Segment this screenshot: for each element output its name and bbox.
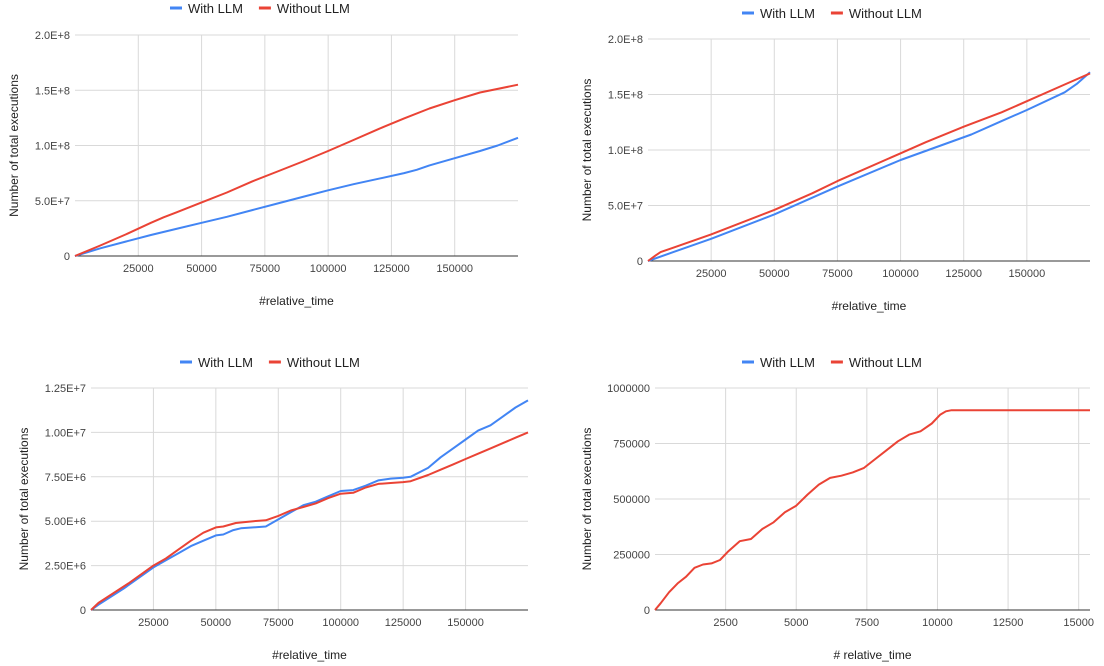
y-tick-label: 750000 [613, 439, 650, 451]
y-tick-label: 500000 [613, 494, 650, 506]
series-line-without-llm [74, 83, 519, 257]
y-tick-label: 5.00E+6 [45, 516, 86, 528]
y-tick-label: 0 [644, 605, 650, 617]
x-tick-label: 150000 [447, 617, 484, 629]
chart-1: 0 5.0E+7 1.0E+8 1.5E+8 2.0E+8 25000 50000 75000… [7, 1, 519, 308]
x-tick-label: 100000 [322, 617, 359, 629]
legend-label: With LLM [760, 6, 815, 21]
x-tick-label: 50000 [201, 617, 232, 629]
y-tick-label: 1.5E+8 [608, 90, 643, 102]
x-tick-label: 15000 [1063, 617, 1094, 629]
series-line-without-llm [654, 409, 1090, 611]
series-line-without-llm [90, 431, 529, 611]
x-tick-label: 5000 [784, 617, 808, 629]
series-line-with-llm [74, 136, 519, 257]
y-tick-label: 250000 [613, 550, 650, 562]
x-tick-label: 25000 [138, 617, 169, 629]
legend-label: With LLM [188, 1, 243, 16]
y-tick-label: 5.0E+7 [35, 196, 70, 208]
y-tick-label: 1000000 [607, 383, 650, 395]
x-tick-label: 75000 [263, 617, 294, 629]
x-tick-label: 125000 [385, 617, 422, 629]
y-axis-title: Number of total executions [580, 79, 594, 222]
y-tick-label: 7.50E+6 [45, 472, 86, 484]
x-tick-label: 150000 [436, 263, 473, 275]
x-axis-title: # relative_time [833, 648, 911, 662]
y-axis-title: Number of total executions [7, 74, 21, 217]
y-tick-label: 1.00E+7 [45, 427, 86, 439]
y-tick-label: 0 [80, 605, 86, 617]
series-line-with-llm [90, 399, 529, 611]
y-tick-label: 1.5E+8 [35, 85, 70, 97]
y-axis-title: Number of total executions [17, 428, 31, 571]
y-tick-label: 1.0E+8 [35, 141, 70, 153]
x-tick-label: 25000 [696, 268, 727, 280]
x-tick-label: 12500 [993, 617, 1024, 629]
y-tick-label: 2.0E+8 [35, 30, 70, 42]
x-tick-label: 7500 [855, 617, 879, 629]
x-tick-label: 10000 [922, 617, 953, 629]
x-tick-label: 150000 [1008, 268, 1045, 280]
y-tick-label: 5.0E+7 [608, 201, 643, 213]
x-tick-label: 125000 [945, 268, 982, 280]
x-tick-label: 100000 [310, 263, 347, 275]
legend-label: With LLM [760, 355, 815, 370]
legend-label: Without LLM [277, 1, 350, 16]
y-tick-label: 2.50E+6 [45, 561, 86, 573]
legend-label: Without LLM [849, 355, 922, 370]
series-line-with-llm [647, 71, 1091, 262]
chart-4: 0 250000 500000 750000 1000000 2500 5000 7500 10… [580, 355, 1094, 662]
chart-2: 0 5.0E+7 1.0E+8 1.5E+8 2.0E+8 25000 50000 75000… [580, 6, 1091, 313]
x-tick-label: 50000 [186, 263, 217, 275]
y-tick-label: 1.25E+7 [45, 383, 86, 395]
y-axis-title: Number of total executions [580, 428, 594, 571]
x-axis-title: #relative_time [259, 294, 334, 308]
series-line-without-llm [647, 72, 1091, 262]
y-tick-label: 2.0E+8 [608, 34, 643, 46]
x-tick-label: 75000 [250, 263, 281, 275]
x-tick-label: 100000 [882, 268, 919, 280]
y-tick-label: 1.0E+8 [608, 145, 643, 157]
chart-3: 0 2.50E+6 5.00E+6 7.50E+6 1.00E+7 1.25E+7 2500… [17, 355, 529, 662]
y-tick-label: 0 [637, 256, 643, 268]
x-tick-label: 2500 [713, 617, 737, 629]
x-tick-label: 25000 [123, 263, 154, 275]
legend-label: Without LLM [849, 6, 922, 21]
x-tick-label: 50000 [759, 268, 790, 280]
x-tick-label: 125000 [373, 263, 410, 275]
x-axis-title: #relative_time [832, 299, 907, 313]
legend-label: Without LLM [287, 355, 360, 370]
legend-label: With LLM [198, 355, 253, 370]
x-tick-label: 75000 [822, 268, 853, 280]
x-axis-title: #relative_time [272, 648, 347, 662]
y-tick-label: 0 [64, 251, 70, 263]
